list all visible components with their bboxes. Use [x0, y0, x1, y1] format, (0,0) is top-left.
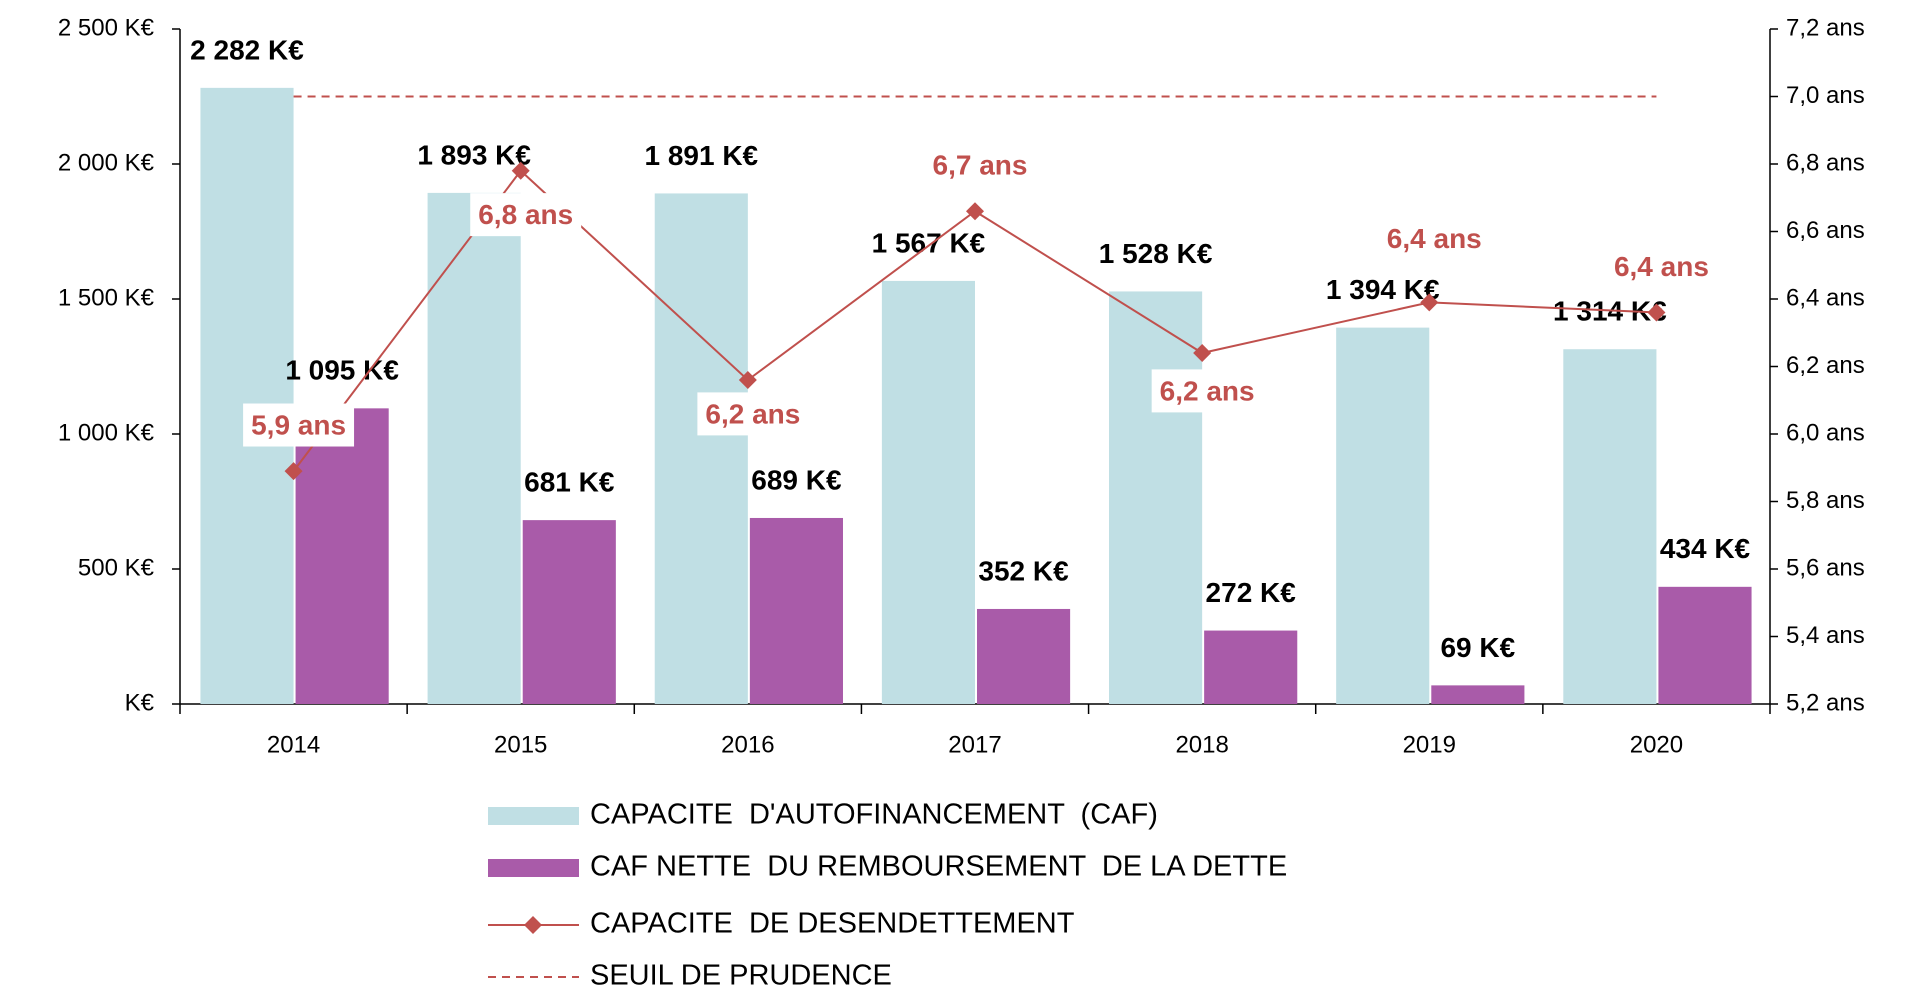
line-data-label: 6,2 ans — [705, 398, 800, 429]
bar — [1563, 349, 1657, 704]
data-label: 681 K€ — [524, 467, 615, 498]
y2-tick-label: 5,6 ans — [1786, 554, 1865, 581]
data-label: 352 K€ — [978, 555, 1069, 586]
bar — [1658, 586, 1752, 704]
data-label: 1 891 K€ — [644, 140, 758, 171]
bar — [749, 517, 843, 704]
marker — [966, 202, 984, 221]
data-label-bg — [1605, 244, 1717, 288]
data-label: 1 394 K€ — [1326, 274, 1440, 305]
bar — [427, 192, 521, 704]
data-label: 2 282 K€ — [190, 34, 304, 65]
y2-tick-label: 6,2 ans — [1786, 352, 1865, 379]
x-tick-label: 2020 — [1630, 731, 1683, 758]
line-data-label: 6,4 ans — [1614, 251, 1709, 282]
y-tick-label: 500 K€ — [78, 554, 155, 581]
data-label-bg — [1378, 216, 1490, 260]
x-tick-label: 2016 — [721, 731, 774, 758]
marker — [1420, 293, 1439, 312]
data-label: 1 893 K€ — [417, 139, 531, 170]
y2-tick-label: 5,8 ans — [1786, 487, 1865, 514]
y2-tick-label: 6,4 ans — [1786, 284, 1865, 311]
legend-marker — [524, 916, 542, 934]
data-label-bg — [470, 193, 582, 237]
marker — [511, 161, 530, 180]
marker — [284, 462, 303, 481]
x-tick-label: 2014 — [267, 731, 320, 758]
bar — [295, 408, 389, 704]
data-label: 1 528 K€ — [1099, 238, 1213, 269]
data-label-bg — [697, 392, 809, 436]
line-data-label: 5,9 ans — [251, 410, 346, 441]
y2-tick-label: 6,0 ans — [1786, 419, 1865, 446]
y2-tick-label: 7,2 ans — [1786, 14, 1865, 41]
bar — [200, 87, 294, 705]
y-tick-label: 1 500 K€ — [58, 284, 155, 311]
line-data-label: 6,7 ans — [933, 150, 1028, 181]
bar — [1204, 630, 1298, 704]
x-tick-label: 2015 — [494, 731, 547, 758]
legend-swatch — [488, 859, 579, 877]
bar — [522, 520, 616, 704]
data-label-bg — [1151, 369, 1263, 413]
data-label: 272 K€ — [1206, 577, 1297, 608]
y-tick-label: 2 500 K€ — [58, 14, 155, 41]
y2-tick-label: 6,8 ans — [1786, 149, 1865, 176]
legend-label: CAF NETTE DU REMBOURSEMENT DE LA DETTE — [590, 851, 1287, 883]
y2-tick-label: 5,4 ans — [1786, 622, 1865, 649]
bar — [1109, 291, 1203, 704]
legend-label: CAPACITE D'AUTOFINANCEMENT (CAF) — [590, 799, 1158, 831]
y2-tick-label: 5,2 ans — [1786, 689, 1865, 716]
bar — [881, 280, 975, 704]
marker — [1193, 344, 1212, 362]
y-tick-label: 1 000 K€ — [58, 419, 155, 446]
data-label: 689 K€ — [751, 464, 842, 495]
legend-label: CAPACITE DE DESENDETTEMENT — [590, 908, 1075, 940]
data-label-bg — [924, 143, 1036, 187]
y-tick-label: 2 000 K€ — [58, 149, 155, 176]
data-label: 1 567 K€ — [872, 227, 986, 258]
y2-tick-label: 6,6 ans — [1786, 217, 1865, 244]
legend-label: SEUIL DE PRUDENCE — [590, 960, 892, 992]
legend-swatch — [488, 807, 579, 825]
data-label: 1 095 K€ — [285, 355, 399, 386]
bar — [1431, 685, 1525, 704]
data-label-bg — [243, 403, 355, 447]
y-tick-label: K€ — [125, 689, 155, 716]
marker — [1647, 303, 1666, 322]
line-data-label: 6,2 ans — [1160, 375, 1255, 406]
bar — [654, 193, 748, 704]
bar — [1336, 327, 1430, 704]
x-tick-label: 2019 — [1403, 731, 1456, 758]
y2-tick-label: 7,0 ans — [1786, 82, 1865, 109]
marker — [738, 371, 757, 389]
line-data-label: 6,8 ans — [478, 199, 573, 230]
data-label: 434 K€ — [1660, 533, 1751, 564]
x-tick-label: 2018 — [1175, 731, 1228, 758]
bar — [977, 608, 1071, 704]
data-label: 69 K€ — [1440, 632, 1515, 663]
x-tick-label: 2017 — [948, 731, 1001, 758]
line-data-label: 6,4 ans — [1387, 223, 1482, 254]
